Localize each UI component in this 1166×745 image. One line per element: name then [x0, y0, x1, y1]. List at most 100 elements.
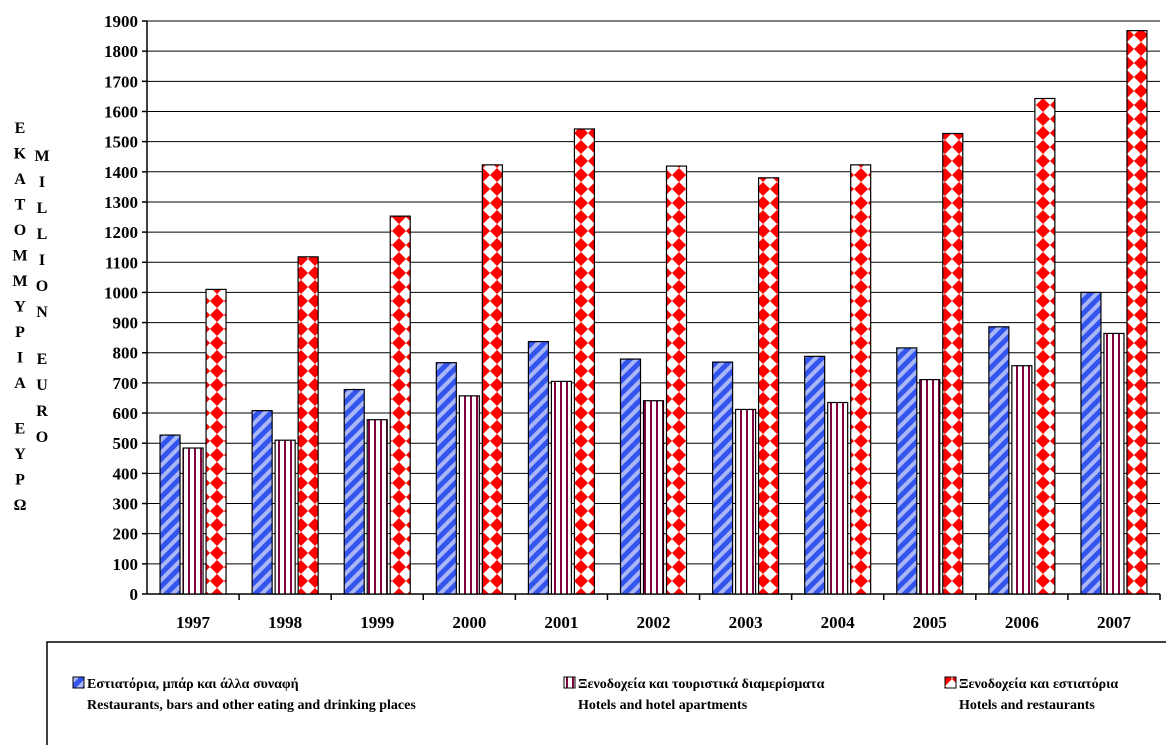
y-axis-label-gr-letter: Ρ [15, 324, 25, 341]
bar [389, 215, 411, 595]
y-axis-label-gr-letter: Μ [12, 273, 27, 290]
y-tick-label: 500 [113, 434, 139, 453]
y-tick-label: 1000 [104, 283, 138, 302]
y-axis-label-gr-letter: Κ [14, 146, 27, 163]
y-axis-label-en-letter: I [39, 252, 45, 269]
bar [573, 128, 596, 595]
bar [757, 177, 780, 595]
x-tick-label: 1998 [268, 613, 302, 632]
y-axis-label-en-letter: M [34, 148, 49, 165]
y-axis-label-en-letter: N [36, 304, 48, 321]
y-tick-label: 1500 [104, 133, 138, 152]
y-axis-label-en-letter: I [39, 174, 45, 191]
bar [1080, 291, 1102, 595]
y-axis-label-gr-letter: Ρ [15, 472, 25, 489]
y-axis-label-en-letter: E [37, 351, 48, 368]
y-axis-label-gr-letter: Ο [14, 222, 26, 239]
bar [366, 419, 388, 595]
bar [827, 401, 849, 595]
y-tick-label: 1900 [104, 12, 138, 31]
y-axis-label-gr-letter: Α [14, 171, 26, 188]
y-axis-label-gr-letter: Υ [14, 446, 26, 463]
legend-swatch [72, 676, 85, 689]
bar [850, 164, 872, 595]
y-tick-label: 1600 [104, 102, 138, 121]
bar [527, 340, 550, 595]
bar [251, 410, 273, 595]
bar [619, 358, 642, 595]
y-axis-label-en-letter: L [37, 226, 48, 243]
x-tick-label: 2003 [729, 613, 763, 632]
bars [159, 30, 1148, 595]
x-tick-label: 2000 [452, 613, 486, 632]
y-axis-label-gr-letter: Ε [15, 421, 26, 438]
y-axis-label-gr-letter: Ε [15, 120, 26, 137]
y-tick-label: 1800 [104, 42, 138, 61]
bar [734, 408, 757, 595]
y-tick-label: 200 [113, 525, 139, 544]
x-tick-label: 2006 [1005, 613, 1039, 632]
bar [711, 361, 734, 595]
bar [942, 132, 964, 595]
bar [1103, 332, 1125, 595]
legend-label: Ξενοδοχεία και εστιατόρια [959, 677, 1118, 692]
bar [1034, 97, 1056, 595]
bar [182, 447, 204, 595]
y-tick-label: 1200 [104, 223, 138, 242]
y-tick-label: 900 [113, 314, 139, 333]
bar [550, 380, 573, 595]
bar [919, 378, 941, 595]
y-axis-label-gr-letter: Ω [14, 497, 27, 514]
bar [988, 326, 1010, 595]
y-tick-label: 0 [130, 585, 139, 604]
y-tick-label: 700 [113, 374, 139, 393]
y-tick-label: 1300 [104, 193, 138, 212]
bar [1011, 365, 1033, 595]
x-tick-label: 1999 [360, 613, 394, 632]
bar [642, 400, 665, 595]
x-tick-label: 2004 [821, 613, 856, 632]
bar [274, 439, 296, 595]
legend: Εστιατόρια, μπάρ και άλλα συναφή Restaura… [46, 641, 1166, 745]
y-tick-label: 1400 [104, 163, 138, 182]
bar [665, 165, 688, 595]
legend-label-en: Hotels and restaurants [959, 698, 1095, 713]
y-axis-label-gr-letter: Υ [14, 299, 26, 316]
legend-label-en: Restaurants, bars and other eating and d… [87, 698, 416, 713]
legend-swatch [563, 676, 576, 689]
bar [481, 164, 503, 595]
legend-box [46, 641, 1166, 745]
bar [804, 355, 826, 595]
legend-label: Εστιατόρια, μπάρ και άλλα συναφή [87, 677, 299, 692]
y-axis-label-en-letter: U [36, 377, 48, 394]
y-tick-label: 300 [113, 495, 139, 514]
y-tick-label: 1100 [105, 253, 138, 272]
y-tick-label: 100 [113, 555, 139, 574]
y-axis-label-en-letter: O [36, 278, 48, 295]
y-axis-label-en-letter: O [36, 429, 48, 446]
y-axis-label-gr-letter: Μ [12, 248, 27, 265]
y-tick-label: 1700 [104, 72, 138, 91]
y-axis-label-gr-letter: Α [14, 375, 26, 392]
bar [205, 288, 227, 595]
y-axis-label-en-letter: R [36, 403, 48, 420]
y-tick-label: 600 [113, 404, 139, 423]
bar [297, 256, 319, 595]
legend-swatch [944, 676, 957, 689]
y-axis-label-gr-letter: Ι [17, 350, 23, 367]
y-tick-label: 800 [113, 344, 139, 363]
y-axis-label-gr-letter: Τ [15, 197, 26, 214]
bar [896, 347, 918, 595]
bar [458, 395, 480, 595]
y-axis-label-en-letter: L [37, 200, 48, 217]
y-tick-label: 400 [113, 464, 139, 483]
bar [343, 388, 365, 595]
legend-label: Ξενοδοχεία και τουριστικά διαμερίσματα [578, 677, 825, 692]
legend-label-en: Hotels and hotel apartments [578, 698, 748, 713]
bar [435, 362, 457, 595]
x-tick-label: 2002 [637, 613, 671, 632]
x-tick-label: 2001 [544, 613, 578, 632]
x-tick-label: 2007 [1097, 613, 1132, 632]
